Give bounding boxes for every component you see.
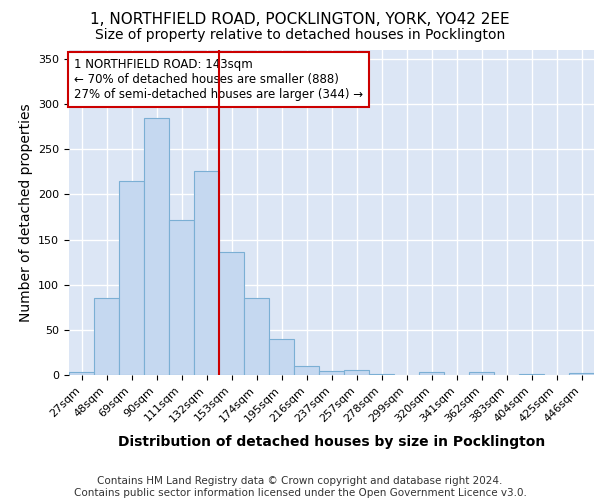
Bar xyxy=(269,339,294,375)
Bar xyxy=(94,298,119,375)
Bar xyxy=(244,298,269,375)
Bar xyxy=(469,372,494,375)
Bar xyxy=(419,372,444,375)
Bar xyxy=(369,374,394,375)
Bar xyxy=(119,181,144,375)
Bar xyxy=(219,252,244,375)
Text: Size of property relative to detached houses in Pocklington: Size of property relative to detached ho… xyxy=(95,28,505,42)
Y-axis label: Number of detached properties: Number of detached properties xyxy=(19,103,32,322)
Bar xyxy=(569,373,594,375)
Bar xyxy=(294,366,319,375)
Bar xyxy=(169,220,194,375)
Bar xyxy=(319,372,344,375)
Text: Contains HM Land Registry data © Crown copyright and database right 2024.
Contai: Contains HM Land Registry data © Crown c… xyxy=(74,476,526,498)
Bar xyxy=(69,372,94,375)
Bar xyxy=(519,374,544,375)
Bar xyxy=(144,118,169,375)
X-axis label: Distribution of detached houses by size in Pocklington: Distribution of detached houses by size … xyxy=(118,435,545,449)
Text: 1, NORTHFIELD ROAD, POCKLINGTON, YORK, YO42 2EE: 1, NORTHFIELD ROAD, POCKLINGTON, YORK, Y… xyxy=(90,12,510,28)
Bar xyxy=(194,171,219,375)
Text: 1 NORTHFIELD ROAD: 143sqm
← 70% of detached houses are smaller (888)
27% of semi: 1 NORTHFIELD ROAD: 143sqm ← 70% of detac… xyxy=(74,58,364,101)
Bar xyxy=(344,370,369,375)
